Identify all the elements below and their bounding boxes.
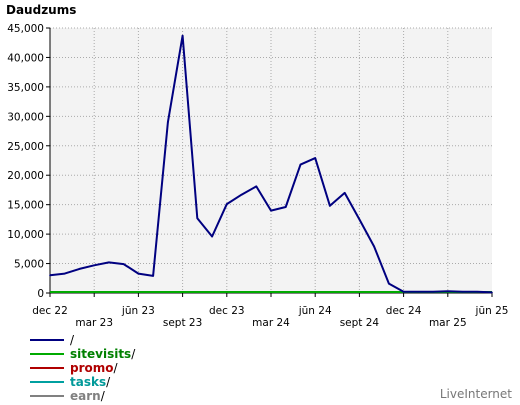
legend-slash: / [113, 361, 118, 375]
data-point [373, 245, 375, 248]
data-point [343, 192, 346, 194]
legend-item-main: / [30, 333, 135, 347]
y-tick-label: 5,000 [14, 259, 44, 271]
line-chart: 0 5,000 10,000 15,000 20,000 25,000 30,000 35,0… [7, 23, 509, 329]
data-point [476, 291, 479, 293]
y-tick-label: 40,000 [7, 52, 44, 64]
data-point [167, 121, 169, 124]
y-tick-label: 25,000 [7, 141, 44, 153]
x-tick-label: sept 24 [340, 317, 380, 329]
legend-line [30, 381, 64, 383]
data-point [137, 272, 140, 275]
legend-slash: / [131, 347, 136, 361]
chart-title: Daudzums [6, 3, 77, 17]
chart-legend: / sitevisits / promo / tasks / earn / [30, 333, 135, 403]
x-tick-label: jūn 24 [298, 305, 332, 317]
data-point [152, 275, 154, 277]
y-tick-label: 35,000 [7, 82, 44, 94]
legend-label: promo [70, 361, 114, 375]
y-tick-label: 0 [37, 288, 44, 300]
data-point [122, 263, 125, 265]
data-point [299, 163, 302, 166]
y-tick-label: 45,000 [7, 23, 44, 35]
legend-item-tasks: tasks / [30, 375, 135, 389]
data-point [78, 268, 81, 270]
y-tick-label: 10,000 [7, 229, 44, 241]
x-tick-label: sept 23 [163, 317, 202, 329]
y-tick-label: 20,000 [7, 170, 44, 182]
data-point [240, 193, 243, 196]
x-tick-label: jūn 25 [475, 305, 509, 317]
data-point [491, 291, 493, 294]
x-tick-label: mar 23 [75, 317, 113, 329]
data-point [93, 264, 95, 267]
data-point [417, 291, 420, 293]
legend-item-promo: promo / [30, 361, 135, 375]
legend-item-earn: earn / [30, 389, 135, 403]
data-point [226, 203, 228, 205]
data-point [329, 205, 331, 207]
legend-line [30, 395, 64, 397]
data-point [255, 185, 258, 188]
data-point [388, 282, 390, 285]
legend-label: earn [70, 389, 101, 403]
legend-item-sitevisits: sitevisits / [30, 347, 135, 361]
data-point [49, 274, 51, 277]
x-tick-label: mar 25 [429, 317, 467, 329]
data-point [402, 291, 405, 293]
data-point [211, 235, 213, 238]
data-point [432, 291, 434, 293]
data-point [270, 209, 272, 212]
data-point [314, 157, 317, 159]
data-point [461, 291, 464, 293]
legend-label: sitevisits [70, 347, 132, 361]
data-point [181, 34, 184, 37]
data-point [284, 206, 287, 208]
x-tick-label: dec 24 [386, 305, 422, 317]
x-tick-label: dec 23 [209, 305, 245, 317]
legend-line [30, 367, 64, 369]
legend-label: tasks [70, 375, 107, 389]
legend-slash: / [106, 375, 111, 389]
x-tick-label: dec 22 [32, 305, 68, 317]
brand-label: LiveInternet [439, 387, 512, 401]
legend-line [30, 339, 64, 341]
x-tick-label: jūn 23 [121, 305, 155, 317]
y-tick-label: 30,000 [7, 111, 44, 123]
legend-slash: / [70, 333, 75, 347]
data-point [358, 218, 361, 221]
data-point [196, 217, 199, 220]
legend-slash: / [100, 389, 105, 403]
x-tick-label: mar 24 [252, 317, 290, 329]
data-point [447, 290, 449, 293]
data-point [108, 261, 110, 264]
y-tick-label: 15,000 [7, 200, 44, 212]
legend-line [30, 353, 64, 355]
data-point [63, 272, 66, 275]
